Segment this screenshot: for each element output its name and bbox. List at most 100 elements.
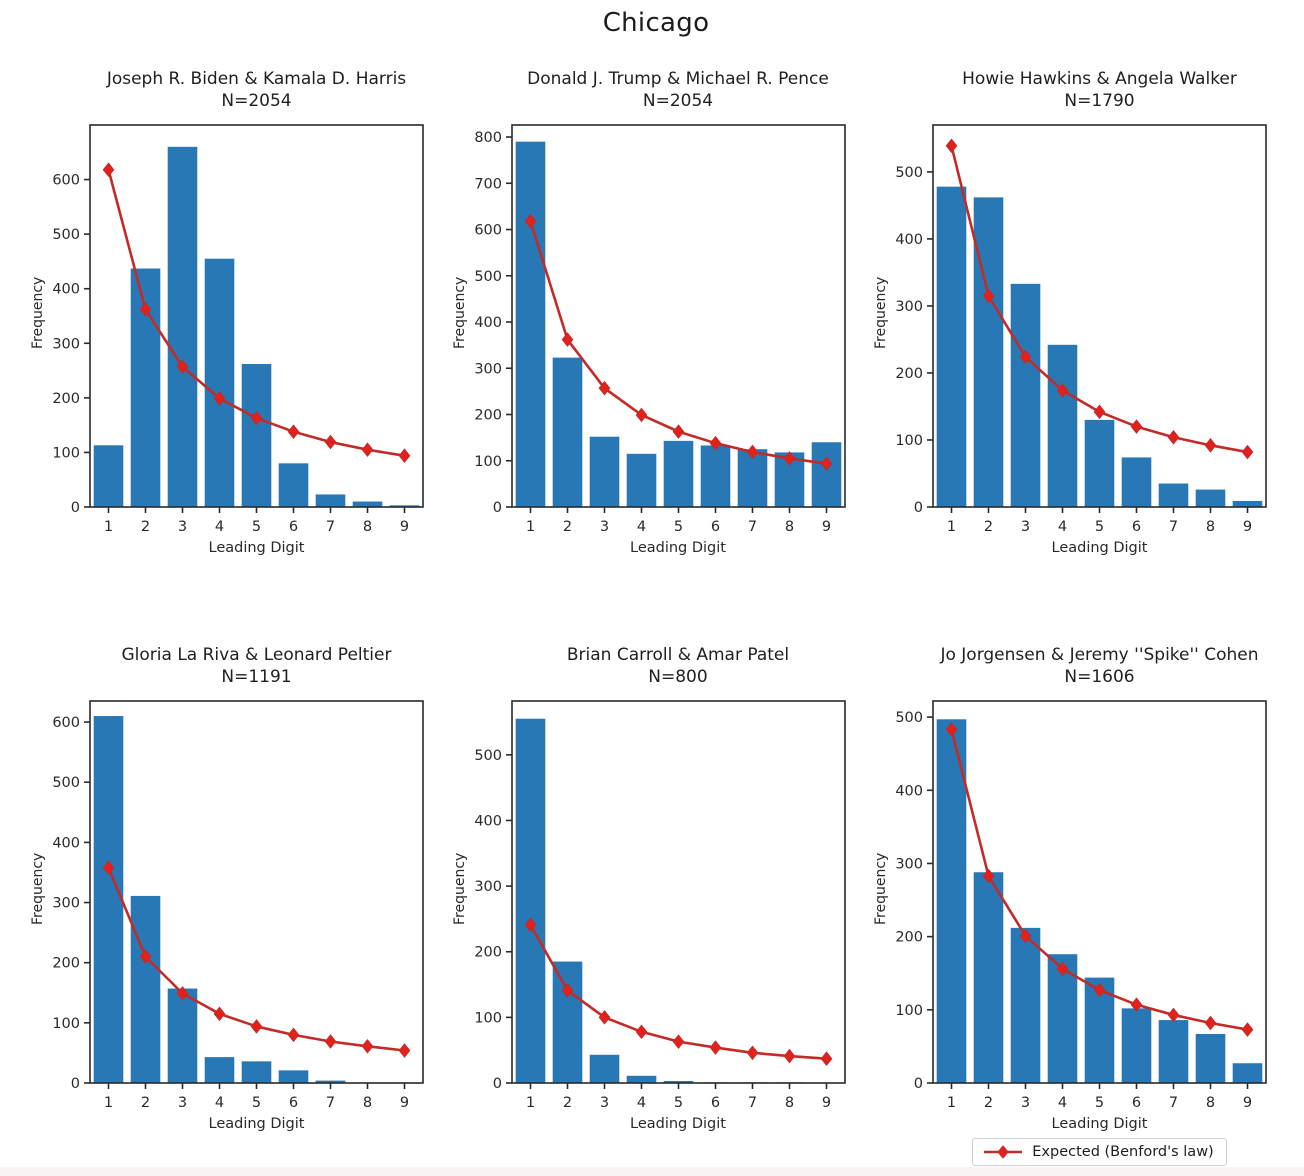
svg-text:4: 4 [636,519,645,535]
svg-text:7: 7 [326,1095,335,1111]
sample-size: N=1606 [1064,667,1135,687]
svg-text:2: 2 [562,1095,571,1111]
svg-text:6: 6 [710,519,719,535]
legend-label: Expected (Benford's law) [1032,1144,1214,1160]
svg-text:3: 3 [1021,1095,1030,1111]
svg-text:1: 1 [104,1095,113,1111]
svg-text:5: 5 [673,519,682,535]
svg-text:9: 9 [400,519,409,535]
y-axis-label: Frequency [30,852,46,926]
svg-text:600: 600 [52,715,80,731]
svg-text:5: 5 [1095,1095,1104,1111]
candidate-names: Gloria La Riva & Leonard Peltier [121,645,392,665]
svg-text:7: 7 [747,1095,756,1111]
svg-text:8: 8 [363,519,372,535]
svg-text:600: 600 [52,173,80,189]
svg-text:8: 8 [1206,1095,1215,1111]
x-axis-label: Leading Digit [630,540,726,556]
svg-text:2: 2 [984,519,993,535]
svg-text:5: 5 [1095,519,1104,535]
svg-text:100: 100 [895,433,923,449]
svg-text:200: 200 [52,956,80,972]
subplot-trump-pence: Donald J. Trump & Michael R. Pence N=205… [452,68,849,556]
svg-text:100: 100 [474,1010,502,1026]
candidate-names: Joseph R. Biden & Kamala D. Harris [106,69,407,89]
svg-text:4: 4 [1058,519,1067,535]
svg-text:5: 5 [252,1095,261,1111]
svg-text:0: 0 [492,1076,501,1092]
svg-text:4: 4 [215,519,224,535]
figure-title: Chicago [602,8,710,38]
subplot-title: Brian Carroll & Amar Patel N=800 [452,644,849,688]
svg-text:4: 4 [1058,1095,1067,1111]
svg-text:300: 300 [474,361,502,377]
candidate-names: Jo Jorgensen & Jeremy ''Spike'' Cohen [940,645,1259,665]
x-axis-label: Leading Digit [1051,1116,1148,1132]
legend-benford: Expected (Benford's law) [972,1138,1227,1166]
subplot-grid: Joseph R. Biden & Kamala D. Harris N=205… [0,68,1304,1166]
chart-canvas: 0 100 200 300 400 500 1 2 3 4 5 6 7 8 9 [895,700,1267,1111]
svg-text:9: 9 [1243,1095,1252,1111]
svg-text:1: 1 [525,1095,534,1111]
svg-text:1: 1 [947,519,956,535]
subplot-title: Jo Jorgensen & Jeremy ''Spike'' Cohen N=… [873,644,1270,688]
chart-canvas: 0 100 200 300 400 500 600 700 800 1 2 3 4 5 6 7 8 9 [474,124,846,535]
svg-text:300: 300 [52,896,80,912]
svg-text:700: 700 [474,176,502,192]
svg-text:4: 4 [636,1095,645,1111]
svg-text:1: 1 [947,1095,956,1111]
svg-text:8: 8 [1206,519,1215,535]
svg-text:9: 9 [1243,519,1252,535]
svg-text:3: 3 [599,519,608,535]
svg-text:300: 300 [474,879,502,895]
svg-text:3: 3 [1021,519,1030,535]
subplot-title: Gloria La Riva & Leonard Peltier N=1191 [30,644,427,688]
svg-text:500: 500 [52,227,80,243]
svg-text:500: 500 [52,775,80,791]
sample-size: N=800 [648,667,708,687]
svg-text:9: 9 [821,519,830,535]
svg-text:4: 4 [215,1095,224,1111]
svg-text:500: 500 [474,269,502,285]
svg-text:300: 300 [895,856,923,872]
svg-text:8: 8 [363,1095,372,1111]
svg-text:3: 3 [599,1095,608,1111]
svg-text:2: 2 [141,519,150,535]
svg-text:400: 400 [895,783,923,799]
svg-text:200: 200 [52,391,80,407]
svg-text:100: 100 [474,454,502,470]
svg-text:0: 0 [914,1076,923,1092]
svg-text:2: 2 [984,1095,993,1111]
svg-text:100: 100 [52,1016,80,1032]
svg-text:600: 600 [474,223,502,239]
svg-text:1: 1 [104,519,113,535]
subplot-carroll-patel: Brian Carroll & Amar Patel N=800 Frequen… [452,644,849,1166]
svg-text:300: 300 [895,299,923,315]
svg-text:6: 6 [710,1095,719,1111]
svg-text:2: 2 [562,519,571,535]
subplot-title: Joseph R. Biden & Kamala D. Harris N=205… [30,68,427,112]
svg-text:400: 400 [474,315,502,331]
subplot-lariva-peltier: Gloria La Riva & Leonard Peltier N=1191 … [30,644,427,1166]
sample-size: N=2054 [642,91,714,111]
subplot-jorgensen-cohen: Jo Jorgensen & Jeremy ''Spike'' Cohen N=… [873,644,1270,1166]
svg-text:0: 0 [492,500,501,516]
svg-text:100: 100 [895,1003,923,1019]
y-axis-label: Frequency [451,852,468,926]
footer-strip [0,1167,1304,1176]
svg-text:8: 8 [784,1095,793,1111]
svg-text:200: 200 [474,408,502,424]
svg-text:800: 800 [474,130,502,146]
svg-text:500: 500 [895,165,923,181]
svg-text:2: 2 [141,1095,150,1111]
y-axis-label: Frequency [873,852,889,926]
svg-text:0: 0 [71,500,80,516]
svg-text:100: 100 [52,445,80,461]
chart-canvas: 0 100 200 300 400 500 1 2 3 4 5 6 7 8 9 [895,124,1267,535]
subplot-biden-harris: Joseph R. Biden & Kamala D. Harris N=205… [30,68,427,556]
svg-text:1: 1 [525,519,534,535]
svg-text:7: 7 [1169,1095,1178,1111]
svg-text:500: 500 [474,748,502,764]
svg-text:5: 5 [673,1095,682,1111]
